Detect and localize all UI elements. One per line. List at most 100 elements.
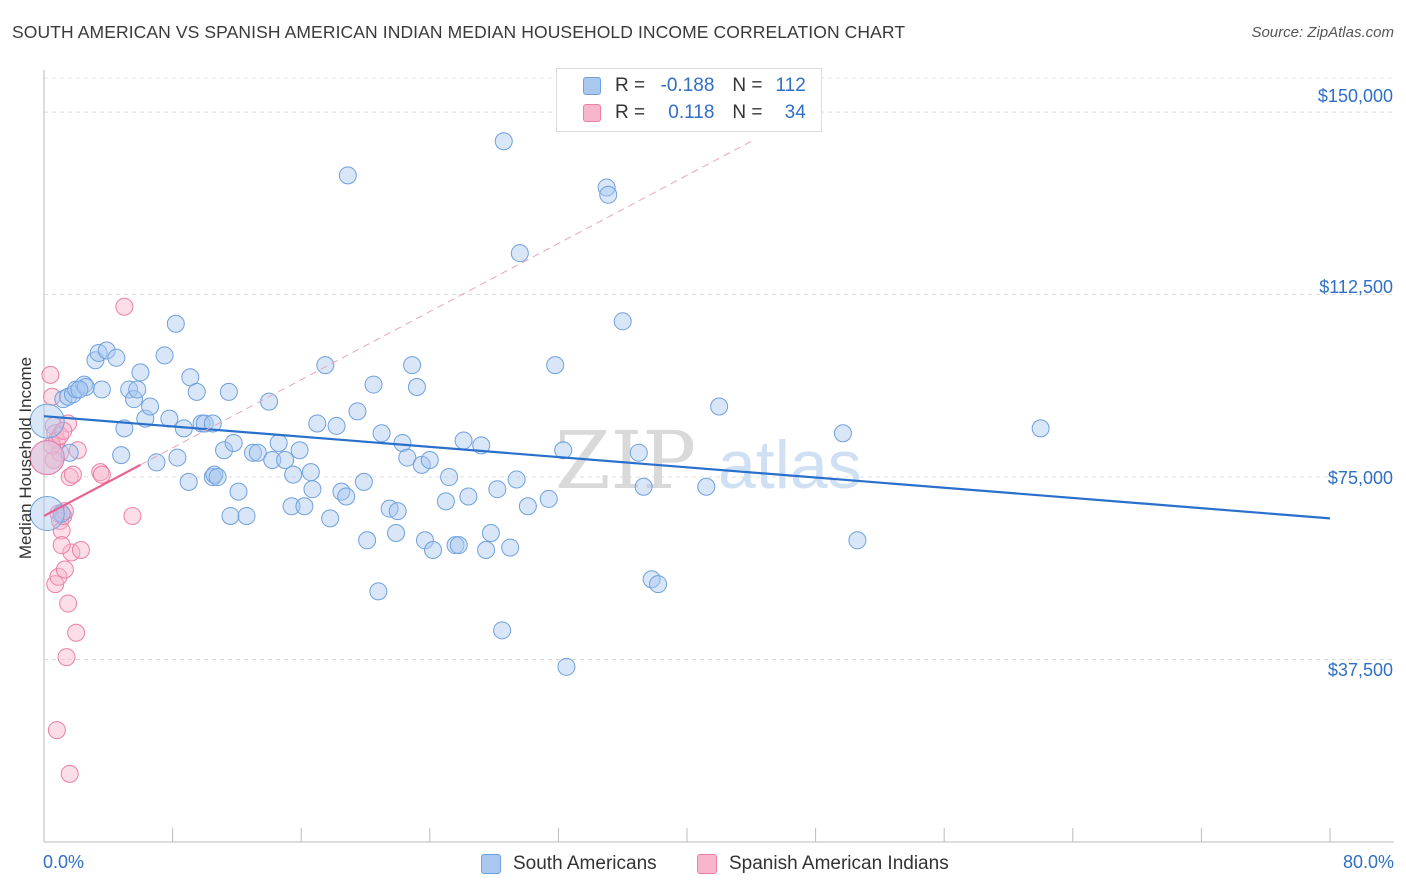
point-south (97, 341, 116, 360)
legend-row-spanish: R = 0.118 N = 34 (583, 100, 806, 126)
point-spanish (60, 764, 79, 783)
point-south (332, 482, 351, 501)
point-south (295, 497, 314, 516)
point-south (449, 536, 468, 555)
legend-label-south: South Americans (513, 853, 657, 874)
legend-r-value: -0.188 (660, 75, 715, 96)
point-south (629, 443, 648, 462)
point-south (282, 497, 301, 516)
point-south (440, 468, 459, 487)
point-south (848, 531, 867, 550)
point-south (388, 502, 407, 521)
point-south (554, 441, 573, 460)
point-south (168, 448, 187, 467)
point-south (301, 463, 320, 482)
point-south (387, 523, 406, 542)
point-south (248, 443, 267, 462)
point-spanish (123, 506, 142, 525)
legend-r-label: R = (615, 75, 646, 96)
point-south (221, 506, 240, 525)
point-south (205, 465, 224, 484)
legend-swatch-blue (481, 854, 501, 874)
point-spanish (60, 468, 79, 487)
point-south (407, 378, 426, 397)
point-south (710, 397, 729, 416)
point-spanish (57, 648, 76, 667)
point-south (436, 492, 455, 511)
point-south (54, 390, 73, 409)
point-south (131, 363, 150, 382)
legend-n-value: 34 (784, 102, 806, 123)
legend-n-label: N = (732, 75, 763, 96)
point-south (303, 480, 322, 499)
point-south (481, 523, 500, 542)
point-south (369, 582, 388, 601)
legend-swatch-pink (697, 854, 717, 874)
trend-line-spanish (43, 463, 141, 517)
point-south (112, 446, 131, 465)
point-spanish (71, 541, 90, 560)
point-south (403, 356, 422, 375)
point-south (501, 538, 520, 557)
point-south (284, 465, 303, 484)
point-south (518, 497, 537, 516)
x-tick-label-min: 0.0% (43, 852, 85, 872)
point-spanish (67, 623, 86, 642)
point-south (327, 416, 346, 435)
point-spanish (59, 594, 78, 613)
point-south (372, 424, 391, 443)
point-south (60, 443, 79, 462)
point-south (557, 657, 576, 676)
point-south (488, 480, 507, 499)
point-spanish (49, 567, 68, 586)
axes (43, 70, 1394, 843)
point-south (354, 472, 373, 491)
point-south (107, 348, 126, 367)
point-south (219, 382, 238, 401)
legend-label-spanish: Spanish American Indians (729, 853, 949, 874)
point-south (454, 431, 473, 450)
y-tick-label: $112,500 (1319, 277, 1393, 297)
point-south (510, 244, 529, 263)
x-tick-label-max: 80.0% (1342, 852, 1394, 872)
legend-swatch-pink (583, 104, 601, 122)
legend-row-south: R = -0.188 N = 112 (583, 73, 806, 99)
point-spanish (44, 451, 63, 469)
legend-r-value: 0.118 (668, 102, 715, 123)
point-south (338, 166, 357, 185)
point-south (477, 541, 496, 560)
grid-lines (44, 77, 1394, 661)
point-south (276, 451, 295, 469)
point-spanish (51, 426, 70, 445)
point-spanish (52, 536, 71, 555)
point-spanish (55, 560, 74, 579)
point-south (1031, 419, 1050, 438)
point-south (833, 424, 852, 443)
point-south (420, 451, 439, 469)
point-south (507, 470, 526, 489)
point-south (424, 541, 443, 560)
point-south (155, 346, 174, 365)
point-south (546, 356, 565, 375)
point-south (128, 380, 147, 399)
bottom-legend-spanish: Spanish American Indians (697, 850, 949, 878)
y-tick-label: $150,000 (1317, 86, 1393, 106)
point-south (539, 489, 558, 508)
point-spanish (54, 421, 73, 440)
point-south (203, 414, 222, 433)
point-south (290, 441, 309, 460)
point-south (459, 487, 478, 506)
legend-r-label: R = (615, 102, 646, 123)
data-points (29, 132, 1050, 783)
point-south (141, 397, 160, 416)
point-south (70, 380, 89, 399)
point-south (697, 477, 716, 496)
point-south (613, 312, 632, 331)
point-south (398, 448, 417, 467)
point-south (649, 575, 668, 594)
point-spanish (92, 465, 111, 484)
chart-title: SOUTH AMERICAN VS SPANISH AMERICAN INDIA… (12, 22, 906, 42)
point-south (243, 443, 262, 462)
y-tick-label: $75,000 (1327, 468, 1393, 488)
point-spanish-large (29, 440, 65, 476)
